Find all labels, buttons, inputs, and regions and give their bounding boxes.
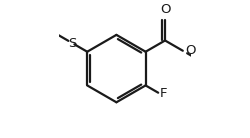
Text: F: F xyxy=(160,87,167,100)
Text: O: O xyxy=(160,3,170,16)
Text: O: O xyxy=(185,44,195,57)
Text: S: S xyxy=(68,37,76,50)
